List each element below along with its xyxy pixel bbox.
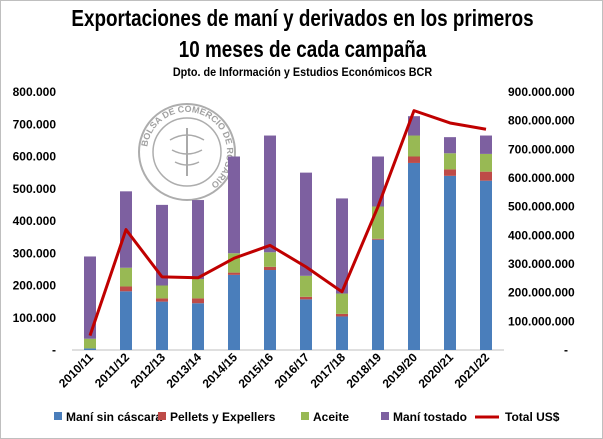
y2-tick-label: 200.000.000 xyxy=(508,286,575,300)
y2-tick-label: 700.000.000 xyxy=(508,142,575,156)
legend-label: Total US$ xyxy=(505,410,560,424)
legend-swatch xyxy=(301,412,309,420)
x-tick-label: 2018/19 xyxy=(344,350,385,391)
y-tick-label: 700.000 xyxy=(13,117,57,131)
bcr-seal-watermark: BOLSA DE COMERCIO DE ROSARIO xyxy=(138,103,236,201)
total-line-group xyxy=(88,109,487,337)
x-tick-label: 2015/16 xyxy=(236,350,277,391)
bar-pellets-y-expellers xyxy=(120,286,132,292)
y2-tick-label: - xyxy=(564,343,568,357)
bar-pellets-y-expellers xyxy=(264,266,276,271)
legend-label: Maní tostado xyxy=(393,410,467,424)
bar-pellets-y-expellers xyxy=(228,272,240,275)
bar-aceite xyxy=(192,279,204,299)
bar-mani-tostado xyxy=(300,172,312,276)
x-tick-label: 2016/17 xyxy=(272,350,313,391)
bar-mani-tostado xyxy=(156,204,168,286)
bar-mani-sin-cascara xyxy=(84,348,96,350)
y-tick-label: 200.000 xyxy=(13,279,57,293)
bar-aceite xyxy=(120,267,132,287)
bar-aceite xyxy=(444,153,456,170)
legend-swatch xyxy=(158,412,166,420)
bar-mani-sin-cascara xyxy=(120,291,132,350)
bar-aceite xyxy=(300,275,312,297)
chart-title-line2: 10 meses de cada campaña xyxy=(178,36,427,62)
bar-pellets-y-expellers xyxy=(156,298,168,302)
bar-mani-sin-cascara xyxy=(156,301,168,350)
x-tick-label: 2011/12 xyxy=(92,350,132,390)
x-tick-label: 2021/22 xyxy=(452,350,493,391)
bar-mani-sin-cascara xyxy=(300,299,312,350)
bar-aceite xyxy=(264,252,276,267)
bar-mani-sin-cascara xyxy=(444,175,456,350)
y-tick-label: 100.000 xyxy=(13,311,57,325)
y2-tick-label: 400.000.000 xyxy=(508,228,575,242)
legend-swatch xyxy=(381,412,389,420)
y-tick-label: 800.000 xyxy=(13,85,57,99)
bar-pellets-y-expellers xyxy=(480,171,492,181)
bar-mani-tostado xyxy=(336,198,348,294)
x-tick-label: 2013/14 xyxy=(164,350,205,391)
chart-title: Exportaciones de maní y derivados en los… xyxy=(71,5,534,31)
bar-mani-tostado xyxy=(264,135,276,253)
y2-tick-label: 300.000.000 xyxy=(508,257,575,271)
bar-aceite xyxy=(372,206,384,239)
legend-label: Maní sin cáscara xyxy=(66,410,162,424)
bar-aceite xyxy=(336,293,348,314)
bar-mani-sin-cascara xyxy=(336,316,348,350)
bars-group xyxy=(84,116,492,350)
bar-pellets-y-expellers xyxy=(444,169,456,176)
bar-pellets-y-expellers xyxy=(300,296,312,300)
x-tick-label: 2010/11 xyxy=(56,350,96,390)
y2-tick-label: 100.000.000 xyxy=(508,314,575,328)
legend-swatch xyxy=(54,412,62,420)
y2-tick-label: 500.000.000 xyxy=(508,200,575,214)
bar-aceite xyxy=(408,135,420,157)
y2-tick-label: 800.000.000 xyxy=(508,114,575,128)
y2-tick-label: 900.000.000 xyxy=(508,85,575,99)
y-tick-label: 300.000 xyxy=(13,246,57,260)
bar-mani-sin-cascara xyxy=(480,180,492,350)
legend: Maní sin cáscara Pellets y Expellers Aceit… xyxy=(54,410,560,424)
x-tick-label: 2019/20 xyxy=(380,350,421,391)
x-axis-labels: 2010/112011/122012/132013/142014/152015/… xyxy=(56,350,492,391)
bar-mani-tostado xyxy=(372,156,384,207)
y-tick-label: 500.000 xyxy=(13,182,57,196)
x-tick-label: 2012/13 xyxy=(128,350,169,391)
bar-aceite xyxy=(480,153,492,172)
bar-mani-tostado xyxy=(228,156,240,254)
x-tick-label: 2020/21 xyxy=(416,350,457,391)
series-line-total-us xyxy=(88,109,487,337)
bar-mani-tostado xyxy=(192,200,204,280)
bar-mani-tostado xyxy=(444,137,456,154)
bar-pellets-y-expellers xyxy=(408,156,420,163)
y-tick-label: 400.000 xyxy=(13,214,57,228)
bar-mani-tostado xyxy=(480,135,492,154)
legend-label: Pellets y Expellers xyxy=(170,410,276,424)
x-tick-label: 2017/18 xyxy=(308,350,349,391)
bar-pellets-y-expellers xyxy=(192,298,204,304)
bar-mani-tostado xyxy=(84,256,96,339)
bar-aceite xyxy=(156,285,168,299)
bar-mani-sin-cascara xyxy=(192,303,204,350)
bar-mani-sin-cascara xyxy=(264,270,276,350)
y-tick-label: 600.000 xyxy=(13,150,57,164)
y2-tick-label: 600.000.000 xyxy=(508,171,575,185)
x-tick-label: 2014/15 xyxy=(200,350,241,391)
left-axis: - 100.000 200.000 300.000 400.000 500.000 600.… xyxy=(13,85,504,357)
bar-aceite xyxy=(84,338,96,349)
bar-mani-sin-cascara xyxy=(228,274,240,350)
bar-mani-sin-cascara xyxy=(408,162,420,350)
right-axis: - 100.000.000 200.000.000 300.000.000 400.00… xyxy=(508,85,575,357)
chart-subtitle: Dpto. de Información y Estudios Económic… xyxy=(172,65,433,79)
bar-pellets-y-expellers xyxy=(336,313,348,317)
y-tick-label: - xyxy=(52,343,56,357)
bar-mani-sin-cascara xyxy=(372,239,384,350)
bar-pellets-y-expellers xyxy=(372,238,384,240)
legend-label: Aceite xyxy=(313,410,349,424)
